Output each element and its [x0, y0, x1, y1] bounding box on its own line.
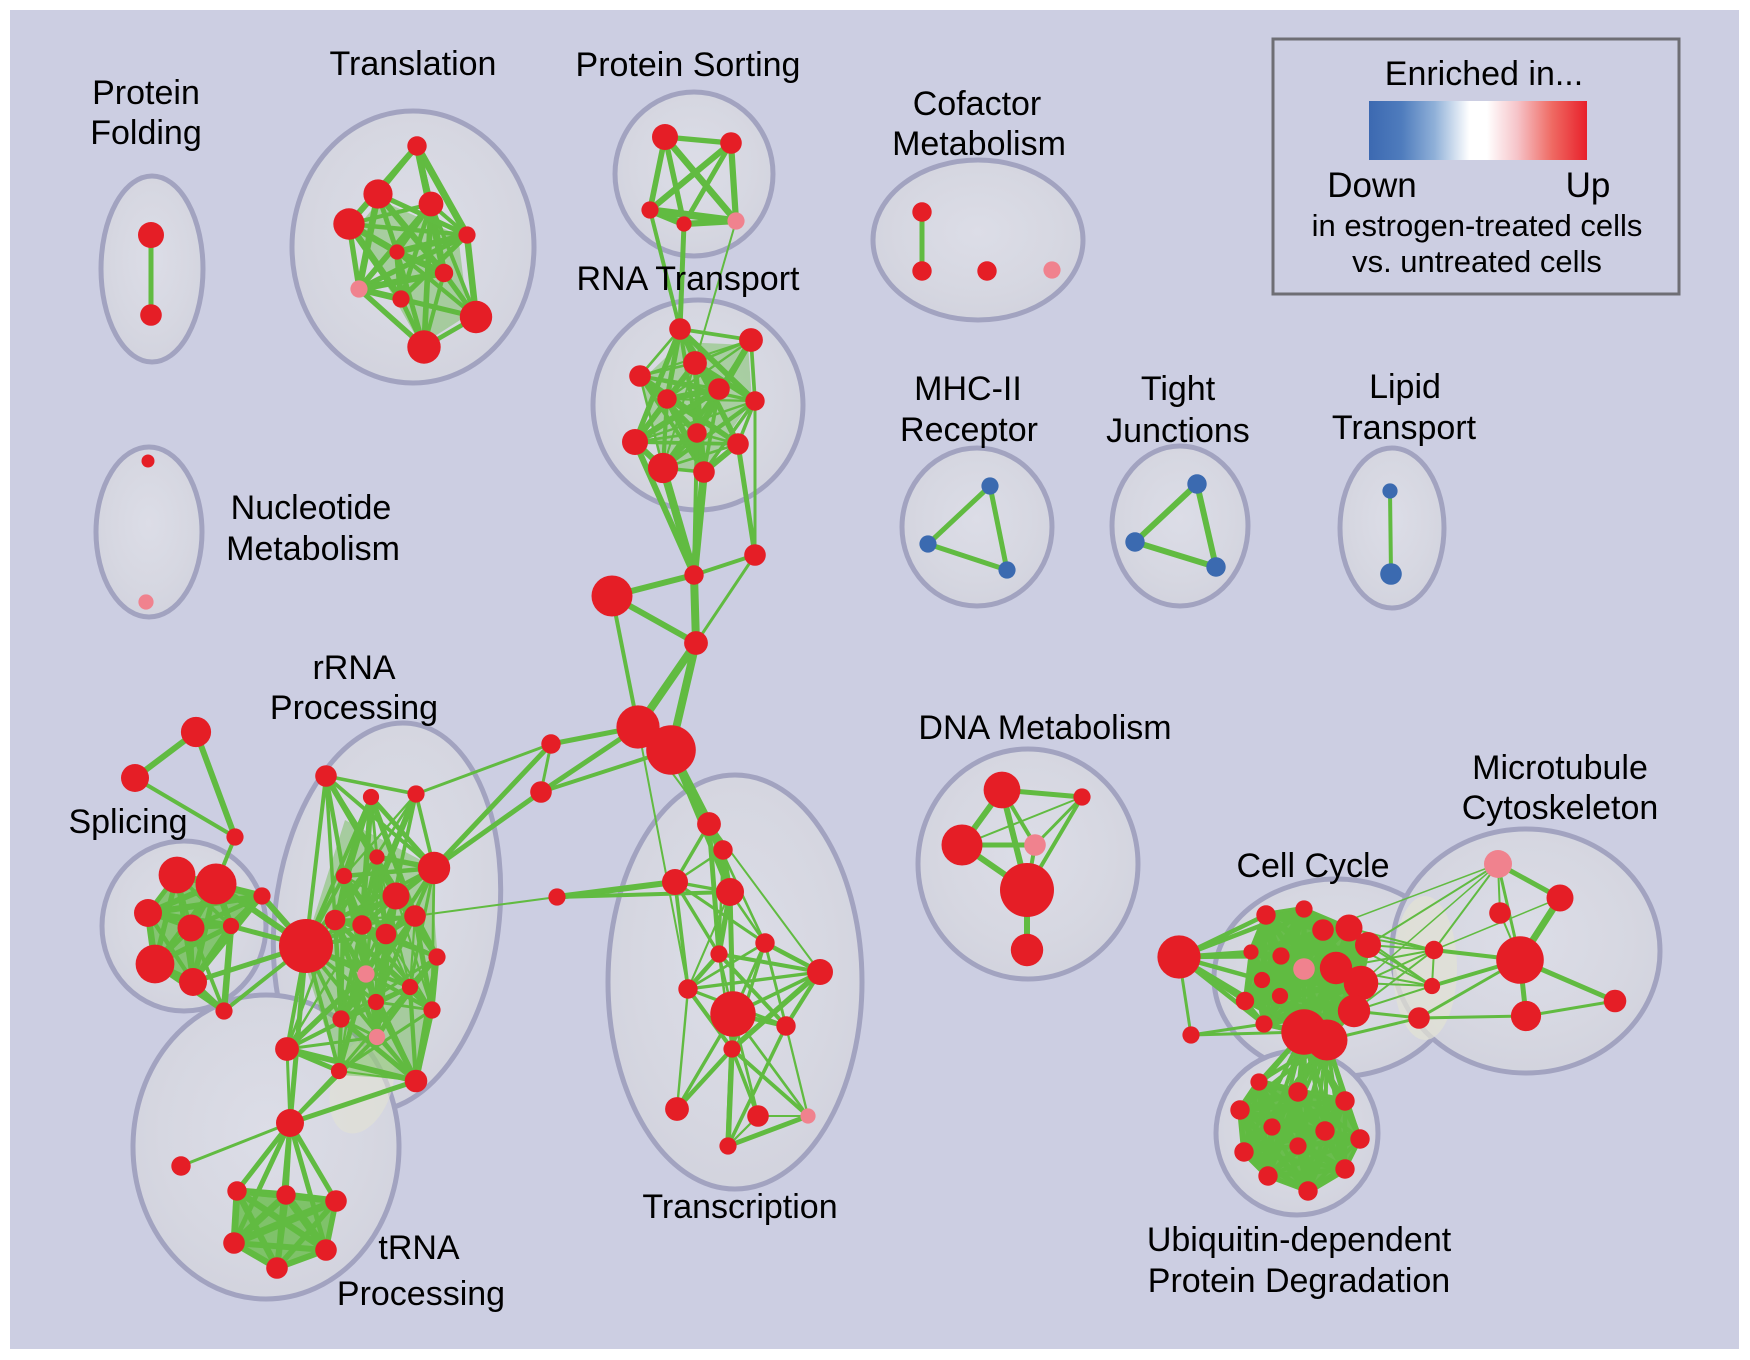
svg-text:Down: Down [1327, 166, 1416, 205]
svg-text:Junctions: Junctions [1106, 412, 1250, 450]
svg-text:Translation: Translation [330, 45, 497, 83]
svg-text:vs. untreated cells: vs. untreated cells [1352, 244, 1602, 279]
svg-text:Protein Degradation: Protein Degradation [1148, 1262, 1450, 1300]
svg-text:Splicing: Splicing [68, 803, 187, 841]
svg-text:Nucleotide: Nucleotide [231, 489, 392, 527]
svg-text:rRNA: rRNA [312, 649, 395, 687]
svg-text:Protein: Protein [92, 74, 200, 112]
svg-text:Microtubule: Microtubule [1472, 749, 1648, 787]
svg-text:Enriched in...: Enriched in... [1385, 55, 1583, 93]
svg-text:MHC-II: MHC-II [914, 370, 1022, 408]
svg-text:in estrogen-treated cells: in estrogen-treated cells [1312, 208, 1643, 243]
svg-text:Cofactor: Cofactor [913, 85, 1042, 123]
svg-text:Transport: Transport [1332, 409, 1477, 447]
svg-text:Metabolism: Metabolism [226, 530, 400, 568]
svg-text:Transcription: Transcription [642, 1188, 837, 1226]
svg-text:Processing: Processing [270, 689, 438, 727]
svg-text:Tight: Tight [1141, 370, 1216, 408]
svg-text:Receptor: Receptor [900, 411, 1038, 449]
svg-text:Lipid: Lipid [1369, 368, 1441, 406]
svg-text:RNA Transport: RNA Transport [577, 260, 801, 298]
svg-text:Ubiquitin-dependent: Ubiquitin-dependent [1147, 1221, 1452, 1259]
svg-text:Folding: Folding [90, 114, 202, 152]
svg-text:Cell Cycle: Cell Cycle [1236, 847, 1389, 885]
svg-text:DNA Metabolism: DNA Metabolism [918, 709, 1171, 747]
svg-text:tRNA: tRNA [378, 1229, 460, 1267]
svg-text:Cytoskeleton: Cytoskeleton [1462, 789, 1659, 827]
svg-text:Protein Sorting: Protein Sorting [576, 46, 801, 84]
svg-text:Processing: Processing [337, 1275, 505, 1313]
svg-text:Metabolism: Metabolism [892, 125, 1066, 163]
svg-text:Up: Up [1566, 166, 1611, 205]
